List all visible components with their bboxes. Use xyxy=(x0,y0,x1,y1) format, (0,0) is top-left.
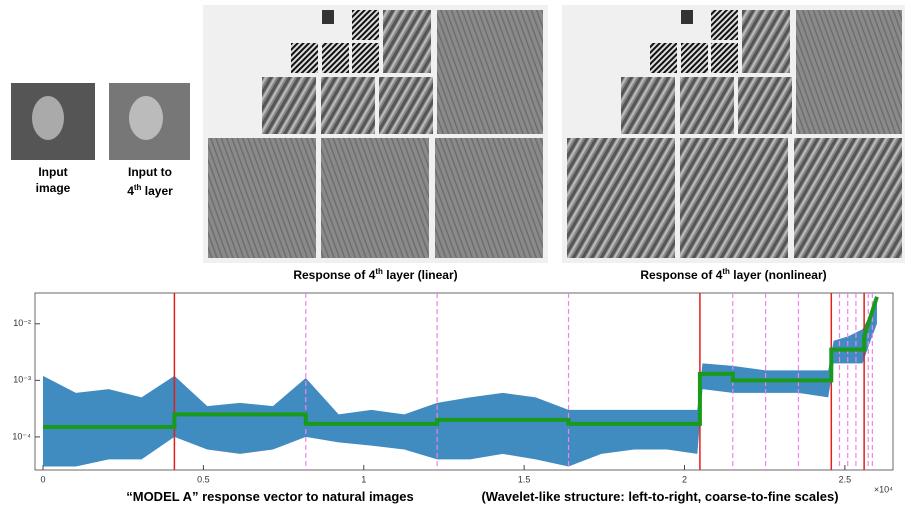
x-tick-label: 2 xyxy=(682,474,687,484)
caption-part: Response of 4 xyxy=(293,268,376,282)
caption-part: layer (nonlinear) xyxy=(729,268,827,282)
y-tick-label: 10⁻² xyxy=(13,318,31,328)
label-line: Input to xyxy=(128,165,172,179)
caption-part: Response of 4 xyxy=(640,268,723,282)
label-part: layer xyxy=(141,184,173,198)
label-sup: th xyxy=(133,183,142,192)
y-tick-label: 10⁻⁴ xyxy=(12,431,31,441)
caption-sup: th xyxy=(375,267,383,276)
images xyxy=(11,5,905,263)
linear-panel xyxy=(203,5,548,263)
x-tick-label: 2.5 xyxy=(839,474,852,484)
face xyxy=(129,96,163,140)
linear-caption: Response of 4th layer (linear) xyxy=(203,264,548,283)
input-image-label: Input image xyxy=(11,164,95,196)
x-axis-label: (Wavelet-like structure: left-to-right, … xyxy=(481,489,839,504)
face xyxy=(32,96,64,140)
x-axis-label: “MODEL A” response vector to natural ima… xyxy=(126,489,414,504)
label-part: 4 xyxy=(127,184,134,198)
caption-part: layer (linear) xyxy=(382,268,458,282)
x-tick-label: 0.5 xyxy=(197,474,210,484)
label-line: image xyxy=(35,181,71,195)
x-tick-label: 1 xyxy=(361,474,366,484)
label-line: Input xyxy=(38,165,68,179)
nonlinear-caption: Response of 4th layer (nonlinear) xyxy=(562,264,905,283)
x-tick-label: 1.5 xyxy=(518,474,531,484)
average-steps xyxy=(43,296,879,429)
nonlinear-panel xyxy=(562,5,905,263)
layer-input-label: Input to 4th layer xyxy=(105,164,195,199)
caption-sup: th xyxy=(722,267,730,276)
chart: 0 0.5 1 1.5 2 2.5 ×10⁴ 10⁻⁴ 10⁻³ 10⁻² xyxy=(12,292,894,494)
x-exponent: ×10⁴ xyxy=(874,484,893,494)
y-tick-label: 10⁻³ xyxy=(13,375,31,385)
x-tick-label: 0 xyxy=(41,474,46,484)
